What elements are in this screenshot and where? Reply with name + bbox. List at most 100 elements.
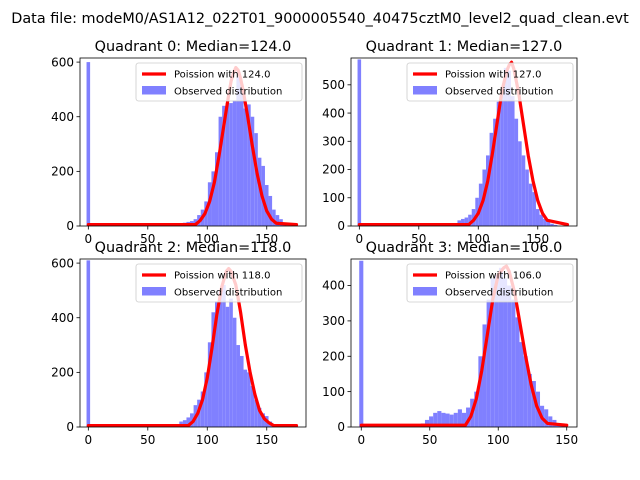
histogram-bar xyxy=(525,169,529,226)
legend-label-poisson: Poission with 118.0 xyxy=(174,271,270,282)
y-tick-label: 300 xyxy=(322,134,345,148)
histogram-bar xyxy=(496,101,501,226)
histogram-bar xyxy=(86,260,91,427)
histogram-bar xyxy=(182,420,187,427)
subplot-quadrant-0: 0 200 400 600 0 50 100 150 Quadrant 0: Median=12… xyxy=(51,39,307,246)
legend: Poission with 124.0 Observed distribution xyxy=(135,62,303,102)
x-tick-label: 50 xyxy=(411,232,426,246)
legend: Poission with 127.0 Observed distribution xyxy=(406,62,574,102)
plot-area xyxy=(86,260,299,427)
histogram-bar xyxy=(457,409,462,427)
histogram-bar xyxy=(468,214,472,226)
histogram-bar xyxy=(207,342,212,427)
legend-swatch-observed xyxy=(413,86,437,95)
histogram-bar xyxy=(521,155,526,226)
histogram-bar xyxy=(215,152,219,226)
legend-swatch-observed xyxy=(142,86,166,95)
legend-box xyxy=(135,62,303,102)
histogram-bar xyxy=(200,391,205,427)
legend-swatch-observed xyxy=(142,287,166,296)
subplot-quadrant-1: 0 100 200 300 400 500 0 50 100 150 Quadrant 1: Med… xyxy=(322,39,578,246)
x-tick-label: 150 xyxy=(255,232,278,246)
histogram-bar xyxy=(518,141,522,226)
histogram-bar xyxy=(461,412,467,427)
histogram-bar xyxy=(514,118,519,226)
histogram-bar xyxy=(466,407,471,427)
histogram-bar xyxy=(449,414,454,427)
histogram-bar xyxy=(225,306,230,427)
y-tick-label: 400 xyxy=(51,110,74,124)
histogram-bar xyxy=(190,413,194,427)
legend-label-poisson: Poission with 127.0 xyxy=(445,70,541,81)
x-tick-label: 50 xyxy=(140,433,155,447)
histogram-bar xyxy=(503,67,508,226)
subplot-title: Quadrant 2: Median=118.0 xyxy=(95,240,292,256)
x-tick-label: 50 xyxy=(422,433,437,447)
histogram-bar xyxy=(528,183,533,226)
legend-box xyxy=(406,62,574,102)
histogram-bar xyxy=(357,59,362,226)
histogram-bar xyxy=(489,132,494,226)
histogram-bar xyxy=(239,83,244,226)
histogram-bar xyxy=(550,223,554,226)
histogram-bar xyxy=(204,372,208,427)
axes-frame xyxy=(350,57,578,227)
y-tick-label: 200 xyxy=(51,366,74,380)
subplot-title: Quadrant 3: Median=106.0 xyxy=(366,240,563,256)
histogram-bar xyxy=(272,209,276,226)
histogram-bar xyxy=(186,417,191,427)
y-tick-label: 200 xyxy=(322,163,345,177)
histogram-bar xyxy=(474,391,479,427)
legend-label-poisson: Poission with 106.0 xyxy=(445,271,541,282)
legend: Poission with 106.0 Observed distribution xyxy=(406,263,574,303)
legend: Poission with 118.0 Observed distribution xyxy=(135,263,303,303)
y-tick-label: 200 xyxy=(51,165,74,179)
histogram-bar xyxy=(546,221,551,226)
axes-frame xyxy=(79,57,307,227)
legend-label-observed: Observed distribution xyxy=(445,288,553,299)
legend-label-poisson: Poission with 124.0 xyxy=(174,70,270,81)
histogram-bar xyxy=(544,409,549,427)
y-tick-label: 600 xyxy=(51,256,74,270)
histogram-bar xyxy=(254,133,258,226)
histogram-bar xyxy=(503,278,508,427)
legend-swatch-observed xyxy=(413,287,437,296)
histogram-bar xyxy=(222,105,226,226)
x-tick-label: 150 xyxy=(555,433,578,447)
histogram-bar xyxy=(515,317,520,427)
histogram-bar xyxy=(247,372,251,427)
histogram-bar xyxy=(247,104,251,226)
y-tick-label: 0 xyxy=(66,219,74,233)
histogram-bar xyxy=(211,171,216,226)
histogram-bar xyxy=(232,100,237,226)
histogram-bar xyxy=(482,324,487,427)
histogram-bar xyxy=(527,373,532,427)
histogram-bar xyxy=(261,413,265,427)
histogram-bar xyxy=(232,317,237,427)
histogram-bar xyxy=(250,386,255,427)
subplot-title: Quadrant 1: Median=127.0 xyxy=(366,39,563,55)
histogram-bar xyxy=(543,218,547,226)
histogram-bar xyxy=(475,197,479,226)
histogram-bar xyxy=(211,312,216,427)
histogram-bar xyxy=(548,416,553,427)
histogram-bar xyxy=(532,192,536,226)
x-tick-label: 100 xyxy=(196,433,219,447)
x-tick-label: 150 xyxy=(526,232,549,246)
y-tick-label: 400 xyxy=(51,311,74,325)
histogram-bar xyxy=(510,96,515,226)
x-tick-label: 0 xyxy=(356,232,364,246)
y-tick-label: 0 xyxy=(337,219,345,233)
histogram-bar xyxy=(229,298,233,427)
x-tick-label: 0 xyxy=(85,433,93,447)
x-tick-label: 100 xyxy=(487,433,510,447)
histogram-bar xyxy=(494,274,499,427)
legend-box xyxy=(135,263,303,303)
histogram-bar xyxy=(493,118,497,226)
legend-label-observed: Observed distribution xyxy=(174,87,282,98)
histogram-bar xyxy=(254,399,258,427)
y-tick-label: 500 xyxy=(322,78,345,92)
histogram-bar xyxy=(486,299,491,427)
